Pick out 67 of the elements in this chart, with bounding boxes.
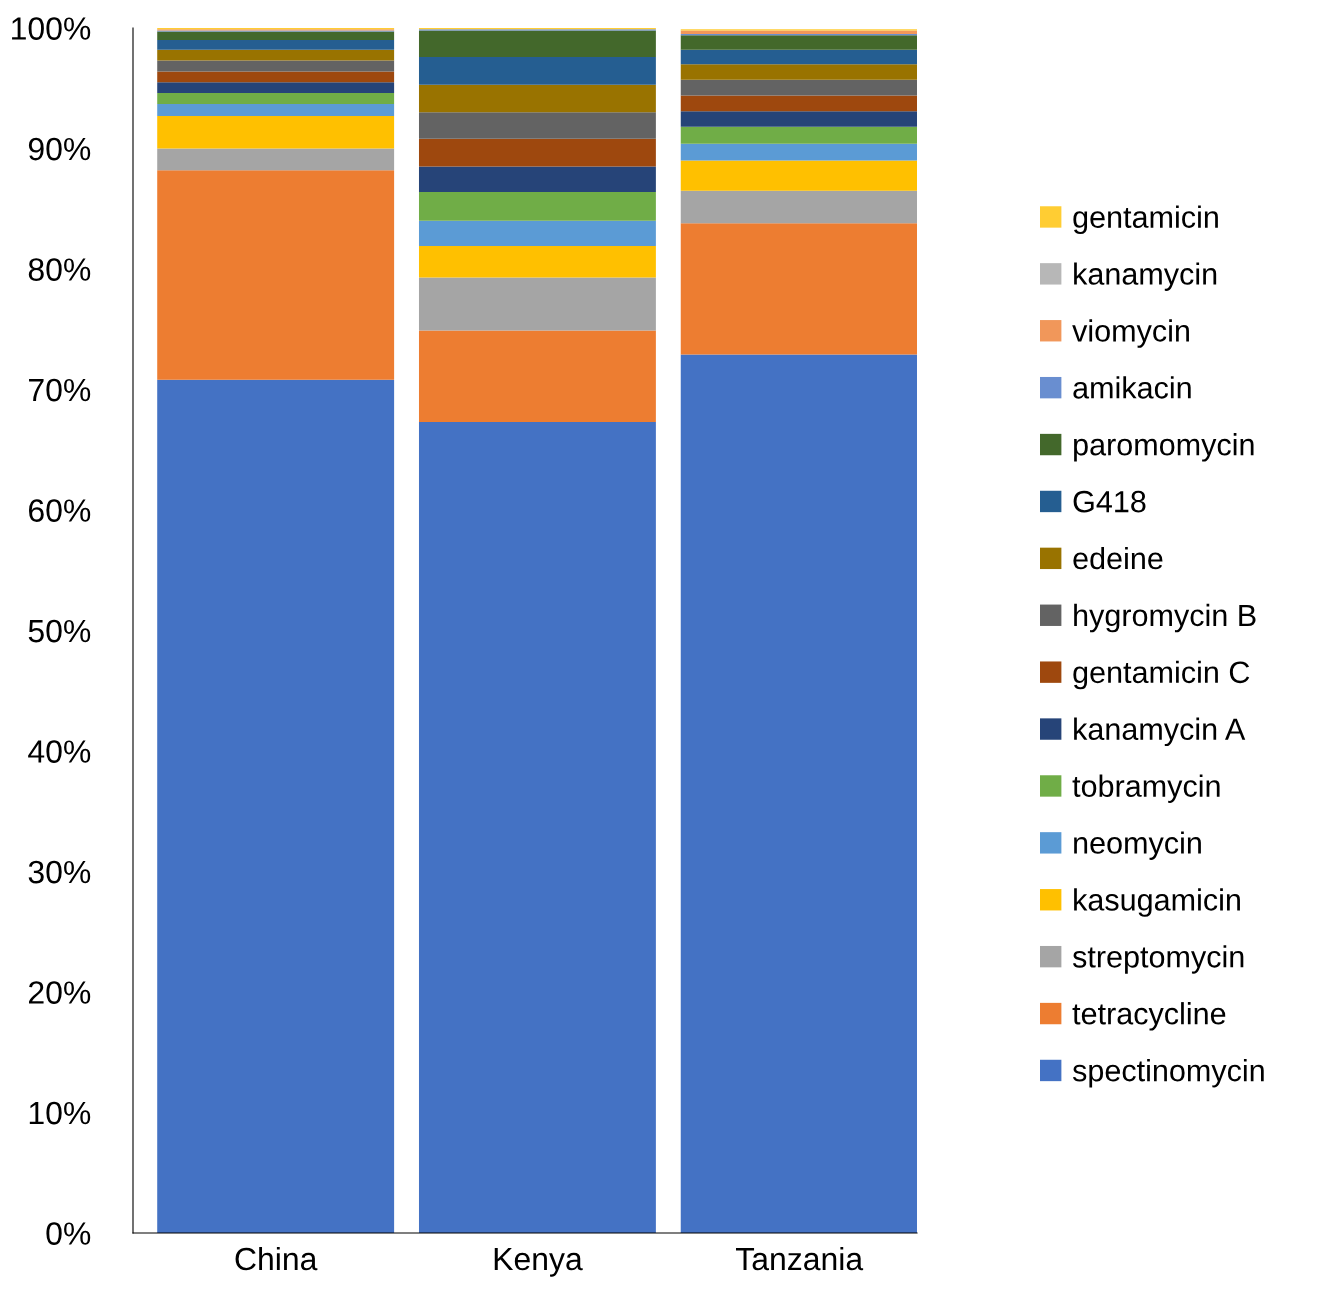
bar — [157, 40, 395, 50]
bar — [157, 148, 395, 171]
bar — [157, 60, 395, 72]
bar — [418, 84, 656, 113]
y-tick-label: 100% — [12, 17, 91, 40]
bar — [680, 223, 917, 355]
y-tick-label: 40% — [28, 740, 91, 763]
legend-label: streptomycin — [1072, 945, 1244, 974]
legend-label: kanamycin — [1074, 262, 1217, 291]
bar — [418, 138, 656, 167]
y-tick-label: 80% — [28, 258, 91, 281]
legend-label: amikacin — [1073, 376, 1191, 399]
bar — [157, 115, 395, 149]
bar — [680, 160, 917, 191]
bar — [418, 277, 656, 331]
legend-label: kasugamicin — [1074, 888, 1240, 917]
legend-label: edeine — [1073, 546, 1163, 570]
legend-label: neomycin — [1074, 831, 1201, 860]
y-tick-label: 30% — [28, 860, 91, 884]
bar — [418, 112, 656, 139]
bar — [680, 143, 917, 161]
legend-label: G418 — [1073, 490, 1146, 513]
bar — [680, 30, 917, 35]
x-tick-label: Kenya — [494, 1248, 583, 1277]
legend-label: tetracycline — [1072, 1002, 1226, 1031]
legend-label: viomycin — [1072, 319, 1189, 348]
legend-label: paromomycin — [1074, 433, 1254, 462]
bar — [157, 103, 395, 116]
y-tick-label: 50% — [28, 619, 91, 643]
bar — [680, 126, 917, 144]
bar — [157, 82, 395, 94]
y-tick-label: 70% — [29, 378, 91, 402]
y-tick-label: 90% — [28, 137, 91, 161]
legend-label: gentamicin — [1073, 205, 1218, 234]
bar — [680, 64, 917, 80]
legend-label: tobramycin — [1072, 774, 1220, 803]
bar — [680, 79, 917, 96]
bar — [680, 354, 917, 1233]
bar — [418, 191, 656, 221]
y-tick-label: 60% — [29, 499, 91, 522]
bar — [680, 35, 917, 50]
bar — [157, 379, 395, 1233]
legend-label: spectinomycin — [1072, 1059, 1264, 1088]
x-tick-label: Tanzania — [736, 1246, 864, 1271]
bar — [418, 30, 656, 57]
bar — [680, 49, 917, 65]
legend-label: hygromycin B — [1074, 603, 1256, 633]
bar — [157, 170, 395, 380]
bar — [680, 111, 917, 127]
bar — [418, 246, 656, 278]
bar — [418, 220, 656, 247]
bar — [157, 71, 395, 83]
bar — [680, 190, 917, 224]
y-tick-label: 0% — [46, 1222, 91, 1245]
legend-label: kanamycin A — [1074, 717, 1246, 747]
bar — [157, 49, 395, 61]
bar — [157, 93, 395, 104]
bar — [418, 166, 656, 192]
bar — [680, 95, 917, 112]
bar — [157, 31, 395, 41]
legend-label: gentamicin C — [1073, 660, 1250, 690]
y-tick-label: 20% — [29, 981, 91, 1004]
y-tick-label: 10% — [29, 1101, 91, 1125]
bar — [418, 56, 656, 85]
bar — [418, 330, 656, 423]
bar — [418, 422, 656, 1233]
x-tick-label: China — [235, 1246, 318, 1271]
